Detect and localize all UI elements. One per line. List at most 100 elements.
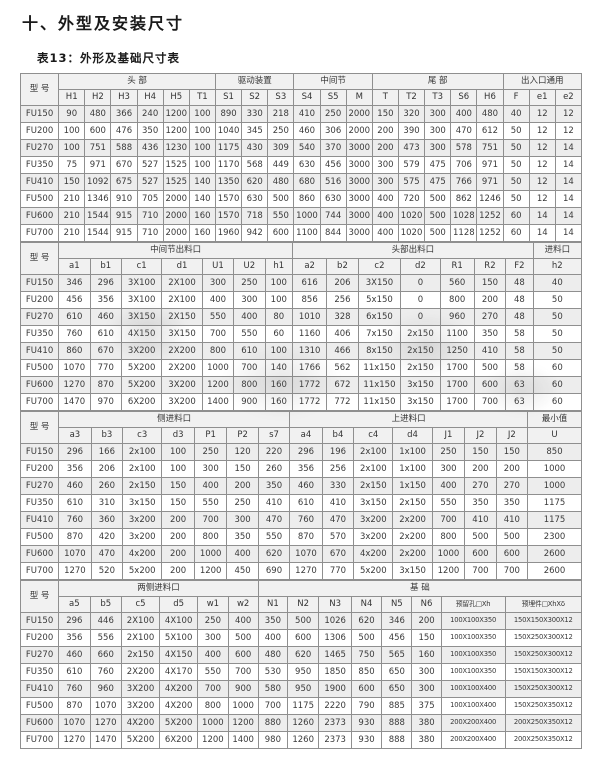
value-cell: 40 [502,105,530,123]
value-cell: 3X150 [357,274,402,292]
value-cell: 630 [241,190,269,208]
value-cell: 4X150 [159,646,199,664]
value-cell: 800 [439,291,475,309]
value-cell: 300 [411,680,442,698]
model-cell: FU700 [19,562,60,580]
value-cell: 466 [326,342,359,360]
value-cell: 75 [58,156,86,174]
value-cell: 160 [188,224,216,242]
column-header: s7 [257,427,291,444]
model-cell: FU270 [19,477,60,495]
column-header: b5 [89,596,122,613]
value-cell: 250 [193,443,228,461]
value-cell: 1570 [214,190,243,208]
model-cell: FU410 [19,173,60,191]
value-cell: 860 [58,342,91,360]
value-cell: 200X250X350X12 [504,731,583,749]
value-cell: 1000 [197,714,229,732]
table-row: FU200 456 356 3X100 2X100 400 300 100 856 256 5x15… [19,291,583,309]
column-group-header: 两侧进料口 [58,580,259,597]
value-cell: 672 [326,376,359,394]
model-cell: FU410 [19,511,60,529]
value-cell: 12 [528,105,556,123]
value-cell: 1070 [58,359,91,377]
value-cell: 850 [527,443,582,461]
value-cell: 150X250X300X12 [504,680,583,698]
value-cell: 760 [89,663,122,681]
model-cell: FU700 [19,393,60,411]
value-cell: 570 [321,528,355,546]
value-cell: 1028 [450,207,478,225]
column-header: a2 [292,258,328,275]
value-cell: 420 [90,528,124,546]
table-row: FU150 296 166 2x100 100 250 120 220 296 196 2x100 1… [19,443,582,461]
value-cell: 360 [90,511,124,529]
model-cell: FU350 [19,494,60,512]
table-row: FU350 610 760 2X200 4X170 550 700 530 950 1850 850… [19,663,583,681]
value-cell: 5X200 [120,731,161,749]
value-cell: 40 [532,274,583,292]
table-row: FU270 460 660 2x150 4X150 400 600 480 620 1465 750… [19,646,583,664]
value-cell: 470 [450,122,478,140]
column-header: c4 [353,427,394,444]
value-cell: 1128 [450,224,478,242]
value-cell: 270 [473,308,507,326]
column-header: N6 [411,596,442,613]
value-cell: 3000 [345,173,373,191]
column-header: S4 [293,89,321,106]
value-cell: 300 [424,105,452,123]
value-cell: 14 [528,207,556,225]
table-row: FU700 210 1544 915 710 2000 160 1960 942 600 1100 8… [19,224,583,242]
value-cell: 1400 [201,393,235,411]
column-header: J2 [495,427,529,444]
value-cell: 3x200 [122,511,163,529]
value-cell: 3X200 [120,680,161,698]
value-cell: 790 [350,697,383,715]
value-cell: 700 [201,325,235,343]
column-header: d4 [392,427,433,444]
value-cell: 48 [505,291,534,309]
value-cell: 100X100X350 [440,663,506,681]
column-header: S1 [214,89,243,106]
value-cell: 300 [411,663,442,681]
table-row: FU600 210 1544 915 710 2000 160 1570 718 550 1000 7… [19,207,583,225]
value-cell: 160 [264,376,294,394]
value-cell: 5x150 [357,291,402,309]
value-cell: 1175 [286,697,320,715]
model-column-header: 型 号 [19,73,60,106]
model-cell: FU500 [19,190,60,208]
value-cell: 350 [473,325,507,343]
value-cell: 670 [110,156,138,174]
value-cell: 250 [197,612,229,630]
value-cell: 500 [350,629,383,647]
value-cell: 580 [257,680,288,698]
value-cell: 6X200 [120,393,163,411]
value-cell: 14 [554,173,583,191]
dimension-tables: 型 号头 部驱动装置 中间节尾 部出入口通用 H1 H2 H3 H4 H5 T1 S1 S2 S3 S… [19,73,583,749]
value-cell: 460 [58,646,91,664]
value-cell: 500 [227,629,259,647]
value-cell: 1465 [318,646,352,664]
value-cell: 1270 [58,562,92,580]
value-cell: 700 [227,663,259,681]
table-row: FU410 150 1092 675 527 1525 140 1350 620 480 680 51… [19,173,583,191]
value-cell: 200 [161,528,195,546]
value-cell: 1850 [318,663,352,681]
column-header: T1 [188,89,216,106]
value-cell: 150X250X350X12 [504,697,583,715]
value-cell: 600 [495,545,529,563]
value-cell: 700 [233,359,266,377]
value-cell: 14 [554,156,583,174]
model-cell: FU600 [19,545,60,563]
value-cell: 1525 [162,173,190,191]
value-cell: 400 [450,105,478,123]
value-cell: 1270 [289,562,323,580]
value-cell: 200 [464,460,497,478]
value-cell: 350 [257,477,291,495]
value-cell: 1960 [214,224,243,242]
value-cell: 300 [201,274,235,292]
value-cell: 888 [381,714,413,732]
value-cell: 200 [495,460,529,478]
value-cell: 800 [193,528,228,546]
model-cell: FU270 [19,646,60,664]
